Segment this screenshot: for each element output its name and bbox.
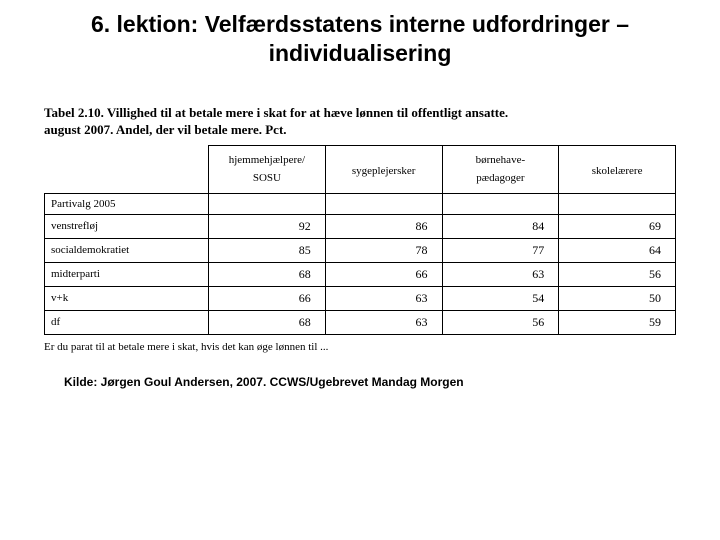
cell: 78 [325,238,442,262]
table-row: midterparti 68 66 63 56 [45,262,676,286]
table-row: venstrefløj 92 86 84 69 [45,214,676,238]
table-row: df 68 63 56 59 [45,310,676,334]
cell: 54 [442,286,559,310]
cell: 64 [559,238,676,262]
row-label: df [45,310,209,334]
cell: 92 [209,214,326,238]
col-header-2: børnehave- pædagoger [442,145,559,193]
cell: 69 [559,214,676,238]
cell: 66 [209,286,326,310]
table-row: v+k 66 63 54 50 [45,286,676,310]
header-row: hjemmehjælpere/ SOSU sygeplejersker børn… [45,145,676,193]
cell: 68 [209,310,326,334]
cell: 77 [442,238,559,262]
data-table: hjemmehjælpere/ SOSU sygeplejersker børn… [44,145,676,335]
title-line-1: 6. lektion: Velfærdsstatens interne udfo… [91,11,629,37]
caption-line-2: august 2007. Andel, der vil betale mere.… [44,122,287,137]
caption-line-1: Tabel 2.10. Villighed til at betale mere… [44,105,508,120]
empty-cell [325,193,442,214]
cell: 85 [209,238,326,262]
title-line-2: individualisering [269,40,452,66]
row-label: midterparti [45,262,209,286]
cell: 63 [442,262,559,286]
cell: 84 [442,214,559,238]
cell: 63 [325,310,442,334]
row-label: v+k [45,286,209,310]
cell: 63 [325,286,442,310]
empty-cell [442,193,559,214]
row-label: socialdemokratiet [45,238,209,262]
source-citation: Kilde: Jørgen Goul Andersen, 2007. CCWS/… [64,375,700,389]
cell: 66 [325,262,442,286]
header-empty [45,145,209,193]
section-row: Partivalg 2005 [45,193,676,214]
col-header-3: skolelærere [559,145,676,193]
cell: 68 [209,262,326,286]
table-container: Tabel 2.10. Villighed til at betale mere… [44,104,676,353]
col-header-1: sygeplejersker [325,145,442,193]
col-header-0: hjemmehjælpere/ SOSU [209,145,326,193]
row-label: venstrefløj [45,214,209,238]
table-caption: Tabel 2.10. Villighed til at betale mere… [44,104,676,139]
cell: 86 [325,214,442,238]
table-row: socialdemokratiet 85 78 77 64 [45,238,676,262]
cell: 56 [559,262,676,286]
cell: 50 [559,286,676,310]
slide-title: 6. lektion: Velfærdsstatens interne udfo… [20,10,700,68]
section-label: Partivalg 2005 [45,193,209,214]
cell: 56 [442,310,559,334]
table-footnote: Er du parat til at betale mere i skat, h… [44,341,676,353]
cell: 59 [559,310,676,334]
empty-cell [559,193,676,214]
empty-cell [209,193,326,214]
